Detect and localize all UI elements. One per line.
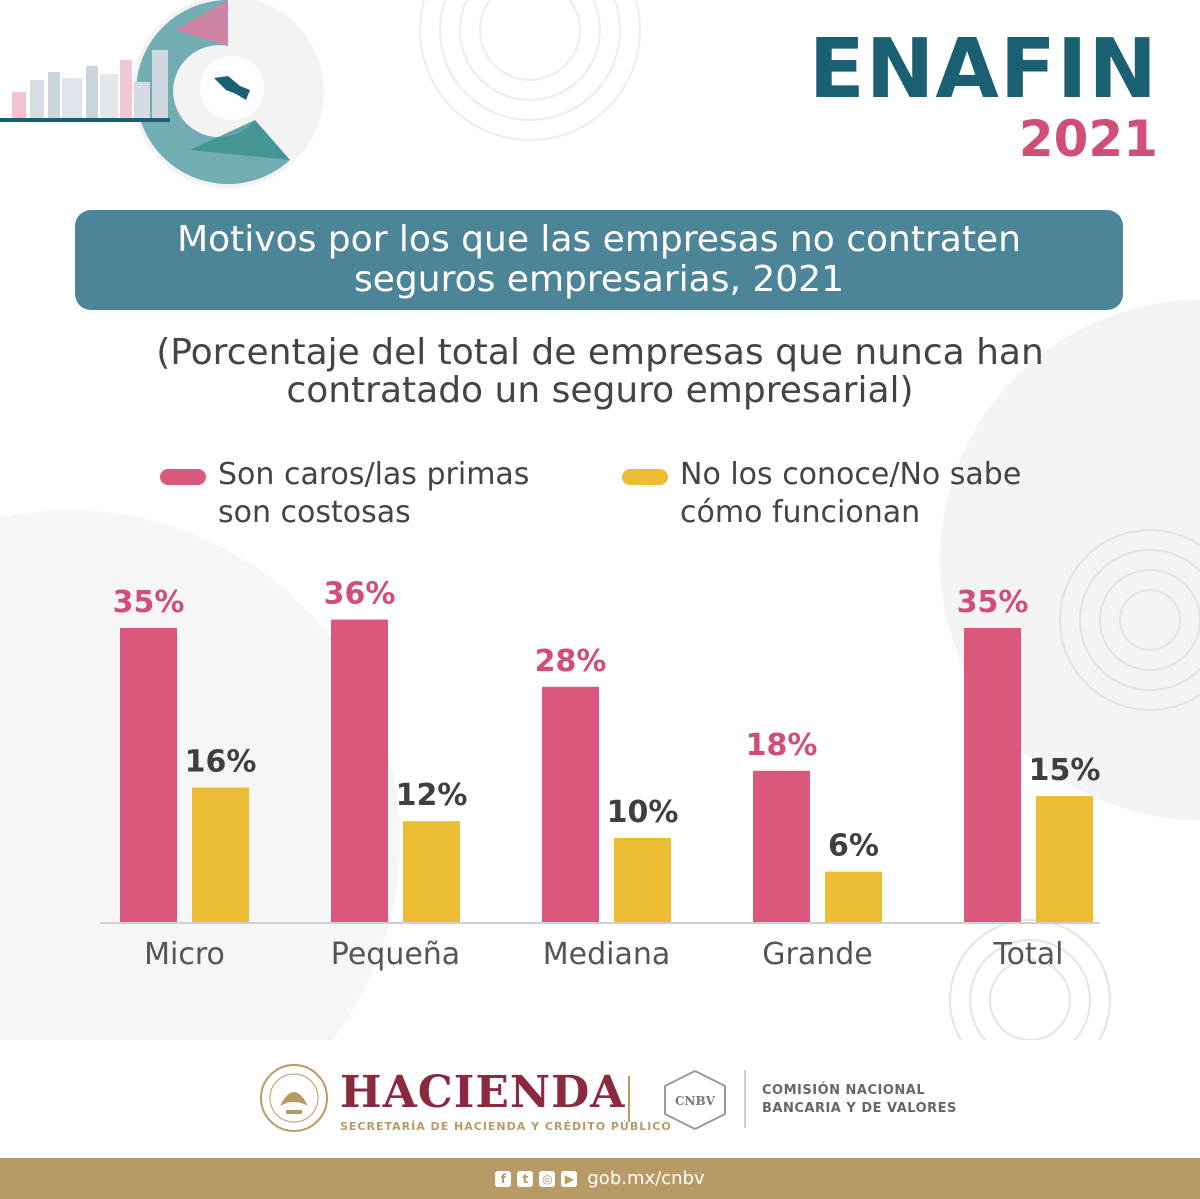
cnbv-logo: CNBV bbox=[664, 1069, 726, 1131]
site-link[interactable]: gob.mx/cnbv bbox=[587, 1168, 705, 1189]
category-labels: Micro Pequeña Mediana Grande Total bbox=[144, 937, 1063, 972]
footer-bar: f t ◎ ▶ gob.mx/cnbv bbox=[0, 1158, 1200, 1199]
bar-series-b-micro bbox=[192, 787, 249, 922]
legend-item-series-a: Son caros/las primas son costosas bbox=[160, 456, 578, 532]
enafin-logo-art bbox=[0, 0, 324, 188]
legend-swatch-series-b bbox=[622, 469, 668, 485]
chart-title: Motivos por los que las empresas no cont… bbox=[177, 219, 1021, 300]
bar-series-a-grande bbox=[753, 770, 810, 922]
youtube-icon[interactable]: ▶ bbox=[561, 1170, 578, 1187]
series-a-bars bbox=[120, 619, 1021, 922]
cnbv-abbr: CNBV bbox=[675, 1094, 716, 1108]
social-icons: f t ◎ ▶ bbox=[495, 1170, 578, 1187]
bar-chart: 35% 16% 36% 12% 28% 10% 18% 6% 35% 15% Micro Peque… bbox=[100, 577, 1101, 972]
bar-series-b-mediana bbox=[614, 838, 671, 922]
data-label-series-a-mediana: 28% bbox=[535, 644, 607, 679]
data-label-series-a-grande: 18% bbox=[746, 728, 818, 763]
legend-swatch-series-a bbox=[160, 469, 206, 485]
chart-title-box: Motivos por los que las empresas no cont… bbox=[75, 210, 1123, 310]
bar-series-a-pequeña bbox=[331, 619, 388, 922]
chart-subtitle: (Porcentaje del total de empresas que nu… bbox=[156, 332, 1044, 411]
instagram-icon[interactable]: ◎ bbox=[539, 1170, 556, 1187]
footer-separator bbox=[628, 1076, 630, 1122]
facebook-icon[interactable]: f bbox=[495, 1170, 512, 1187]
series-b-bars bbox=[192, 787, 1093, 922]
bar-series-a-micro bbox=[120, 628, 177, 922]
data-label-series-b-total: 15% bbox=[1029, 753, 1101, 788]
footer-band bbox=[0, 1040, 1200, 1158]
category-label-pequeña: Pequeña bbox=[331, 937, 460, 972]
data-label-series-b-micro: 16% bbox=[185, 745, 257, 780]
data-label-series-a-micro: 35% bbox=[113, 585, 185, 620]
bar-series-a-mediana bbox=[542, 686, 599, 922]
data-label-series-b-grande: 6% bbox=[828, 829, 879, 864]
footer-separator-cnbv bbox=[744, 1070, 746, 1128]
legend-label-series-a: Son caros/las primas son costosas bbox=[218, 457, 530, 530]
data-label-series-a-pequeña: 36% bbox=[324, 577, 396, 612]
hacienda-seal-icon bbox=[260, 1064, 328, 1132]
category-label-micro: Micro bbox=[144, 937, 225, 972]
hacienda-logo: HACIENDA SECRETARÍA DE HACIENDA Y CRÉDIT… bbox=[340, 1067, 672, 1134]
brand-name: ENAFIN bbox=[808, 22, 1158, 117]
mexico-map-icon bbox=[214, 76, 250, 100]
data-label-series-b-pequeña: 12% bbox=[396, 778, 468, 813]
brand-year: 2021 bbox=[1018, 110, 1158, 168]
legend-label-series-b: No los conoce/No sabe cómo funcionan bbox=[680, 457, 1022, 530]
cnbv-line2: BANCARIA Y DE VALORES bbox=[762, 1101, 957, 1116]
data-label-series-a-total: 35% bbox=[957, 585, 1029, 620]
legend-item-series-b: No los conoce/No sabe cómo funcionan bbox=[622, 456, 1040, 532]
brand-block: ENAFIN 2021 bbox=[808, 22, 1158, 168]
category-label-mediana: Mediana bbox=[543, 937, 671, 972]
hacienda-name: HACIENDA bbox=[340, 1067, 626, 1118]
cnbv-name: COMISIÓN NACIONAL BANCARIA Y DE VALORES bbox=[762, 1082, 957, 1118]
bar-series-b-pequeña bbox=[403, 821, 460, 922]
category-label-grande: Grande bbox=[762, 937, 872, 972]
category-label-total: Total bbox=[992, 937, 1063, 972]
bar-series-a-total bbox=[964, 628, 1021, 922]
hacienda-subtitle: SECRETARÍA DE HACIENDA Y CRÉDITO PÚBLICO bbox=[340, 1120, 672, 1133]
bar-series-b-grande bbox=[825, 871, 882, 922]
twitter-icon[interactable]: t bbox=[517, 1170, 534, 1187]
data-labels: 35% 16% 36% 12% 28% 10% 18% 6% 35% 15% bbox=[113, 577, 1101, 864]
cnbv-line1: COMISIÓN NACIONAL bbox=[762, 1083, 926, 1098]
bar-series-b-total bbox=[1036, 796, 1093, 922]
data-label-series-b-mediana: 10% bbox=[607, 795, 679, 830]
